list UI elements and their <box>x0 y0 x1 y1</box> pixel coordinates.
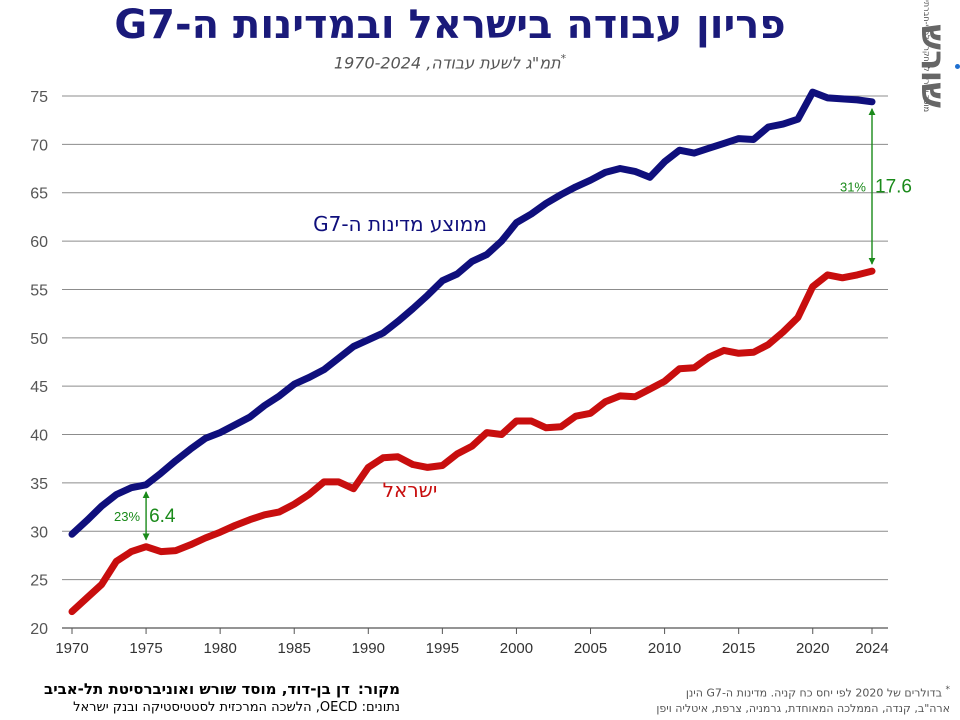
y-tick-label-55: 55 <box>30 282 48 299</box>
axes: 20 25 30 35 40 45 50 55 60 65 70 75 1970 1975 1980 1985… <box>30 89 888 657</box>
footnote-line-1: * בדולרים של 2020 לפי יחס כח קניה. מדינו… <box>560 683 950 701</box>
data-sources: נתונים: OECD, הלשכה המרכזית לסטטיסטיקה ו… <box>73 700 400 715</box>
gap-value-label-2024: 17.6 <box>875 176 912 197</box>
y-tick-label-60: 60 <box>30 234 48 251</box>
x-tick-label-2010: 2010 <box>648 640 681 657</box>
gap-annotations: 6.4 23% 17.6 31% <box>114 108 912 541</box>
chart-title: פריון עבודה בישראל ובמדינות ה-G7 <box>114 2 786 48</box>
footnote-text-1: בדולרים של 2020 לפי יחס כח קניה. מדינות … <box>685 686 942 700</box>
logo-dot-icon <box>955 64 960 69</box>
subtitle-text: תמ"ג לשעת עבודה, 1970-2024 <box>333 53 561 73</box>
footnote: * בדולרים של 2020 לפי יחס כח קניה. מדינו… <box>560 683 950 716</box>
series-label-1: ישראל <box>383 478 438 502</box>
source-block: מקור: דן בן-דוד, מוסד שורש ואוניברסיטת תל… <box>0 680 400 715</box>
x-tick-label-2000: 2000 <box>500 640 533 657</box>
y-tick-label-75: 75 <box>30 89 48 106</box>
x-tick-label-1970: 1970 <box>55 640 88 657</box>
footnote-line-2: ארה"ב, קנדה, הממלכה המאוחדת, גרמניה, צרפ… <box>656 701 950 715</box>
subtitle-footnote-mark: * <box>560 52 567 65</box>
gap-percent-label-2024: 31% <box>840 179 866 194</box>
y-tick-label-30: 30 <box>30 524 48 541</box>
series-line-0 <box>68 88 876 538</box>
y-tick-label-25: 25 <box>30 573 48 590</box>
y-tick-label-40: 40 <box>30 428 48 445</box>
y-tick-label-65: 65 <box>30 186 48 203</box>
series-labels: ממוצע מדינות ה-G7 ישראל <box>313 212 487 502</box>
x-tick-label-2005: 2005 <box>574 640 607 657</box>
footnote-mark: * <box>945 685 951 695</box>
x-tick-label-1975: 1975 <box>129 640 162 657</box>
x-tick-label-1985: 1985 <box>278 640 311 657</box>
source-label: מקור: <box>357 680 400 698</box>
gap-percent-label-1975: 23% <box>114 509 140 524</box>
x-tick-label-2015: 2015 <box>722 640 755 657</box>
x-tick-label-1980: 1980 <box>203 640 236 657</box>
y-tick-label-20: 20 <box>30 621 48 638</box>
series-label-0: ממוצע מדינות ה-G7 <box>313 212 487 236</box>
gap-value-label-1975: 6.4 <box>149 506 176 527</box>
x-tick-label-1990: 1990 <box>352 640 385 657</box>
logo-word: שורש <box>913 24 953 108</box>
y-tick-label-45: 45 <box>30 379 48 396</box>
shoresh-logo: מוסד שורש למחקר כלכלי-חברתי שורש <box>905 0 960 112</box>
source-line: מקור: דן בן-דוד, מוסד שורש ואוניברסיטת תל… <box>0 680 400 698</box>
chart-subtitle: *תמ"ג לשעת עבודה, 1970-2024 <box>0 52 900 72</box>
x-tick-label-2020: 2020 <box>796 640 829 657</box>
x-tick-label-2024: 2024 <box>855 640 888 657</box>
y-tick-label-35: 35 <box>30 476 48 493</box>
source-text: דן בן-דוד, מוסד שורש ואוניברסיטת תל-אביב <box>44 680 350 698</box>
x-tick-label-1995: 1995 <box>426 640 459 657</box>
y-tick-label-70: 70 <box>30 137 48 154</box>
series-lines <box>68 88 876 616</box>
y-tick-label-50: 50 <box>30 331 48 348</box>
series-line-1 <box>68 267 876 616</box>
grid-lines <box>62 95 888 629</box>
